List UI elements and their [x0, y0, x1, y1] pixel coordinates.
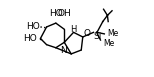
Text: HO: HO [23, 34, 37, 43]
Text: HO: HO [49, 9, 63, 18]
Text: OH: OH [57, 9, 71, 18]
Text: HO: HO [26, 22, 40, 31]
Text: N: N [61, 46, 67, 55]
Text: Me: Me [107, 29, 119, 38]
Text: Me: Me [103, 39, 115, 48]
Text: O: O [84, 29, 91, 38]
Text: H: H [70, 25, 76, 34]
Text: Si: Si [93, 32, 102, 41]
